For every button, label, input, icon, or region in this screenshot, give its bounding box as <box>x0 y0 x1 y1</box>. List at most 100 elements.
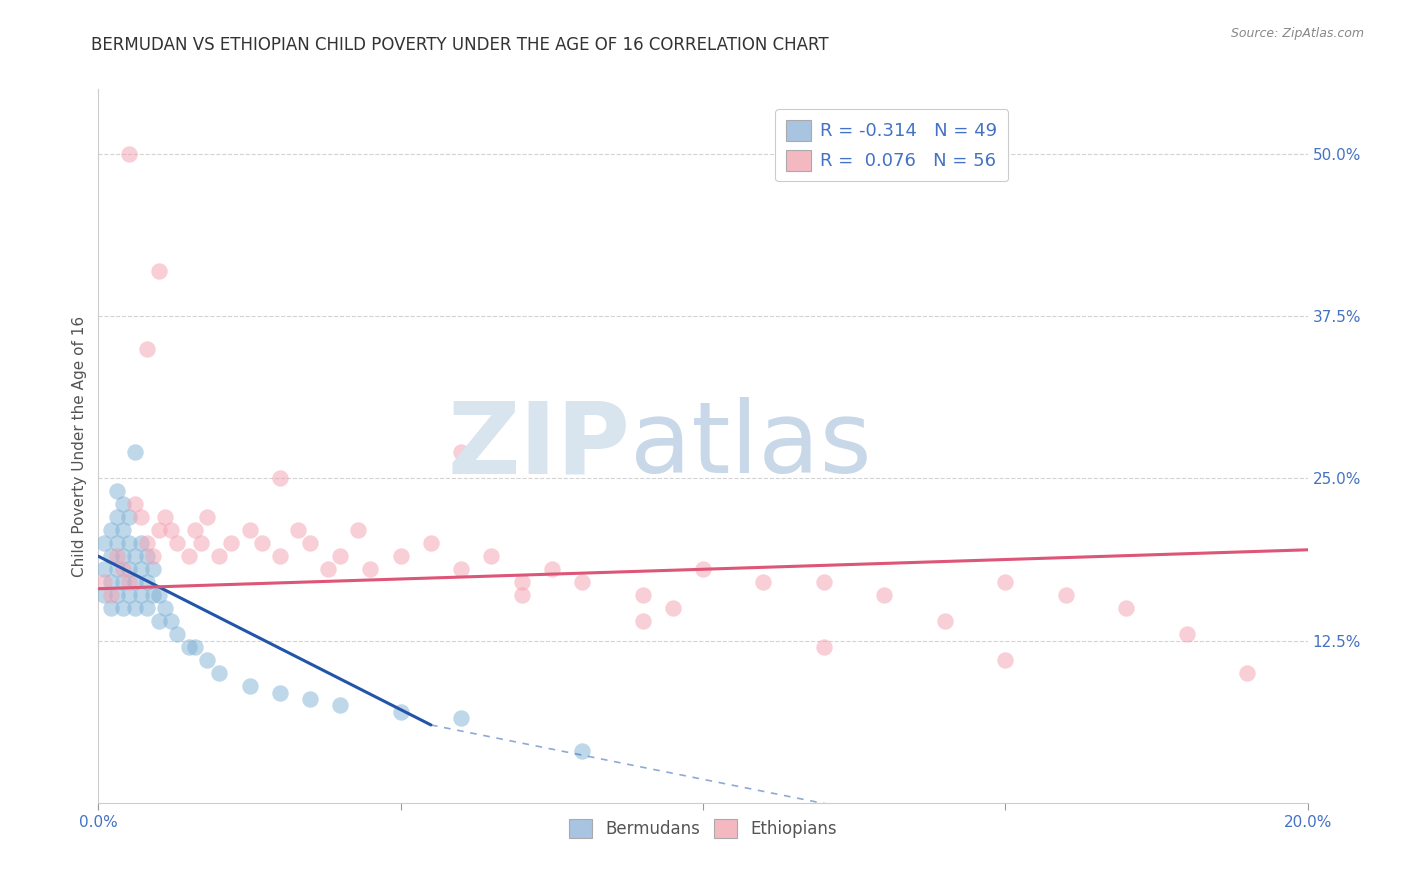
Point <box>148 588 170 602</box>
Point <box>111 524 134 538</box>
Point <box>135 601 157 615</box>
Point <box>571 744 593 758</box>
Point <box>250 536 273 550</box>
Point <box>221 536 243 550</box>
Point <box>153 510 176 524</box>
Point <box>111 575 134 590</box>
Point <box>105 536 128 550</box>
Point <box>239 679 262 693</box>
Point <box>135 536 157 550</box>
Point <box>100 575 122 590</box>
Point <box>118 147 141 161</box>
Point <box>360 562 382 576</box>
Point <box>661 601 683 615</box>
Text: Source: ZipAtlas.com: Source: ZipAtlas.com <box>1230 27 1364 40</box>
Point <box>510 575 533 590</box>
Point <box>299 536 322 550</box>
Point <box>190 536 212 550</box>
Point <box>142 588 165 602</box>
Point <box>389 549 412 564</box>
Point <box>1115 601 1137 615</box>
Point <box>166 536 188 550</box>
Point <box>287 524 309 538</box>
Point <box>100 524 122 538</box>
Point <box>93 575 115 590</box>
Point <box>994 653 1017 667</box>
Point <box>239 524 262 538</box>
Point <box>420 536 443 550</box>
Point <box>450 711 472 725</box>
Text: ZIP: ZIP <box>447 398 630 494</box>
Point <box>93 536 115 550</box>
Point <box>129 536 152 550</box>
Point <box>148 614 170 628</box>
Point <box>329 549 352 564</box>
Point <box>135 575 157 590</box>
Point <box>118 562 141 576</box>
Point <box>142 549 165 564</box>
Point <box>195 510 218 524</box>
Point <box>118 588 141 602</box>
Point <box>179 640 201 654</box>
Point <box>118 575 141 590</box>
Point <box>105 510 128 524</box>
Point <box>179 549 201 564</box>
Point <box>93 588 115 602</box>
Point <box>450 445 472 459</box>
Point <box>1175 627 1198 641</box>
Point <box>166 627 188 641</box>
Point <box>160 614 183 628</box>
Point <box>540 562 562 576</box>
Point <box>129 588 152 602</box>
Point <box>105 562 128 576</box>
Point <box>389 705 412 719</box>
Point <box>124 445 146 459</box>
Point <box>111 562 134 576</box>
Point <box>124 601 146 615</box>
Point <box>184 524 207 538</box>
Point <box>813 640 835 654</box>
Point <box>111 497 134 511</box>
Point <box>692 562 714 576</box>
Point <box>450 562 472 576</box>
Point <box>100 601 122 615</box>
Point <box>571 575 593 590</box>
Point <box>316 562 339 576</box>
Point <box>631 614 654 628</box>
Point <box>481 549 503 564</box>
Point <box>269 471 291 485</box>
Point <box>934 614 956 628</box>
Point <box>124 575 146 590</box>
Point <box>994 575 1017 590</box>
Point <box>269 549 291 564</box>
Point <box>111 549 134 564</box>
Point <box>813 575 835 590</box>
Point <box>184 640 207 654</box>
Point <box>195 653 218 667</box>
Point <box>752 575 775 590</box>
Point <box>118 510 141 524</box>
Point <box>105 549 128 564</box>
Point <box>105 484 128 499</box>
Point <box>347 524 370 538</box>
Point <box>160 524 183 538</box>
Point <box>135 549 157 564</box>
Point <box>208 549 231 564</box>
Point <box>124 549 146 564</box>
Point <box>142 562 165 576</box>
Point <box>93 562 115 576</box>
Point <box>118 536 141 550</box>
Point <box>269 685 291 699</box>
Point <box>135 342 157 356</box>
Point <box>1054 588 1077 602</box>
Point <box>329 698 352 713</box>
Point <box>153 601 176 615</box>
Point <box>100 549 122 564</box>
Point <box>208 666 231 681</box>
Point <box>111 601 134 615</box>
Point <box>124 497 146 511</box>
Point <box>105 588 128 602</box>
Point <box>299 692 322 706</box>
Point <box>129 562 152 576</box>
Text: BERMUDAN VS ETHIOPIAN CHILD POVERTY UNDER THE AGE OF 16 CORRELATION CHART: BERMUDAN VS ETHIOPIAN CHILD POVERTY UNDE… <box>91 36 830 54</box>
